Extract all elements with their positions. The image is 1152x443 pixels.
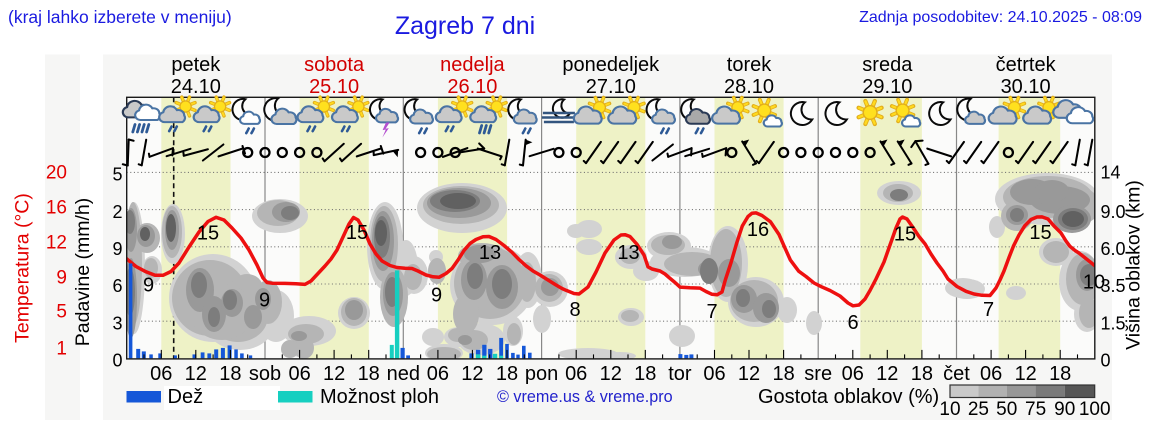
svg-text:13: 13	[617, 242, 639, 264]
svg-text:petek: petek	[171, 54, 221, 76]
svg-text:100: 100	[1079, 399, 1111, 420]
svg-text:2: 2	[112, 202, 122, 222]
svg-text:3.5: 3.5	[1101, 276, 1126, 296]
svg-text:29.10: 29.10	[862, 76, 912, 98]
svg-text:25: 25	[968, 399, 989, 420]
svg-text:27.10: 27.10	[586, 76, 636, 98]
svg-text:Zagreb 7 dni: Zagreb 7 dni	[395, 12, 535, 40]
svg-text:Dež: Dež	[168, 386, 204, 408]
svg-text:26.10: 26.10	[447, 76, 497, 98]
svg-text:15: 15	[197, 223, 219, 245]
svg-text:18: 18	[219, 363, 241, 385]
svg-text:10: 10	[939, 399, 960, 420]
svg-text:9: 9	[259, 290, 270, 312]
svg-text:15: 15	[1029, 222, 1051, 244]
svg-text:(kraj lahko izberete v meniju): (kraj lahko izberete v meniju)	[8, 7, 232, 27]
svg-text:18: 18	[496, 363, 518, 385]
svg-text:12: 12	[185, 363, 207, 385]
svg-text:1: 1	[56, 339, 67, 360]
svg-text:sre: sre	[804, 363, 832, 385]
svg-text:tor: tor	[668, 363, 692, 385]
svg-text:16: 16	[747, 219, 769, 241]
svg-text:12: 12	[461, 363, 483, 385]
svg-text:28.10: 28.10	[724, 76, 774, 98]
svg-text:9: 9	[112, 239, 122, 259]
svg-text:sreda: sreda	[862, 54, 913, 76]
svg-text:24.10: 24.10	[171, 76, 221, 98]
svg-text:8: 8	[569, 299, 580, 321]
svg-text:pon: pon	[525, 363, 558, 385]
svg-text:20: 20	[46, 163, 67, 184]
svg-text:18: 18	[772, 363, 794, 385]
svg-text:5: 5	[56, 302, 67, 323]
svg-text:Padavine (mm/h): Padavine (mm/h)	[72, 198, 94, 346]
svg-text:© vreme.us & vreme.pro: © vreme.us & vreme.pro	[497, 388, 673, 406]
svg-text:06: 06	[427, 363, 449, 385]
svg-text:06: 06	[565, 363, 587, 385]
svg-text:9: 9	[431, 285, 442, 307]
svg-text:75: 75	[1025, 399, 1046, 420]
svg-text:7: 7	[983, 299, 994, 321]
svg-text:50: 50	[996, 399, 1017, 420]
svg-text:6: 6	[847, 312, 858, 334]
svg-text:torek: torek	[727, 54, 772, 76]
svg-text:0: 0	[112, 351, 122, 371]
svg-text:18: 18	[358, 363, 380, 385]
svg-text:15: 15	[894, 224, 916, 246]
svg-text:1.5: 1.5	[1101, 313, 1126, 333]
svg-text:Temperatura (°C): Temperatura (°C)	[12, 193, 34, 343]
svg-text:06: 06	[842, 363, 864, 385]
svg-text:ned: ned	[387, 363, 420, 385]
svg-text:9.0: 9.0	[1101, 202, 1126, 222]
svg-text:Gostota oblakov (%): Gostota oblakov (%)	[758, 386, 939, 408]
svg-text:06: 06	[288, 363, 310, 385]
svg-text:12: 12	[46, 233, 67, 254]
svg-text:Višina oblakov (km): Višina oblakov (km)	[1123, 180, 1145, 350]
svg-text:7: 7	[706, 301, 717, 323]
svg-text:16: 16	[46, 198, 67, 219]
svg-text:ponedeljek: ponedeljek	[562, 54, 660, 76]
svg-text:15: 15	[346, 222, 368, 244]
svg-text:6.0: 6.0	[1101, 239, 1126, 259]
svg-text:Zadnja posodobitev: 24.10.2025: Zadnja posodobitev: 24.10.2025 - 08:09	[859, 9, 1142, 26]
svg-text:18: 18	[1049, 363, 1071, 385]
svg-text:12: 12	[600, 363, 622, 385]
svg-text:5: 5	[112, 165, 122, 185]
svg-text:06: 06	[980, 363, 1002, 385]
svg-text:25.10: 25.10	[309, 76, 359, 98]
svg-text:9: 9	[56, 268, 67, 289]
svg-text:18: 18	[634, 363, 656, 385]
svg-text:3: 3	[112, 313, 122, 333]
svg-text:12: 12	[1015, 363, 1037, 385]
svg-text:nedelja: nedelja	[440, 54, 505, 76]
svg-text:14: 14	[1101, 163, 1121, 183]
svg-text:90: 90	[1054, 399, 1075, 420]
svg-text:13: 13	[479, 242, 501, 264]
svg-text:sobota: sobota	[304, 54, 365, 76]
svg-text:6: 6	[112, 276, 122, 296]
svg-text:9: 9	[143, 275, 154, 297]
svg-text:30.10: 30.10	[1001, 76, 1051, 98]
svg-text:12: 12	[323, 363, 345, 385]
svg-text:četrtek: četrtek	[996, 54, 1057, 76]
svg-text:12: 12	[876, 363, 898, 385]
svg-text:06: 06	[703, 363, 725, 385]
svg-text:06: 06	[150, 363, 172, 385]
svg-text:0: 0	[1101, 351, 1111, 371]
svg-text:18: 18	[911, 363, 933, 385]
svg-text:10: 10	[1083, 272, 1105, 294]
svg-text:sob: sob	[249, 363, 281, 385]
svg-text:Možnost ploh: Možnost ploh	[320, 386, 439, 408]
svg-text:čet: čet	[943, 363, 970, 385]
svg-text:12: 12	[738, 363, 760, 385]
